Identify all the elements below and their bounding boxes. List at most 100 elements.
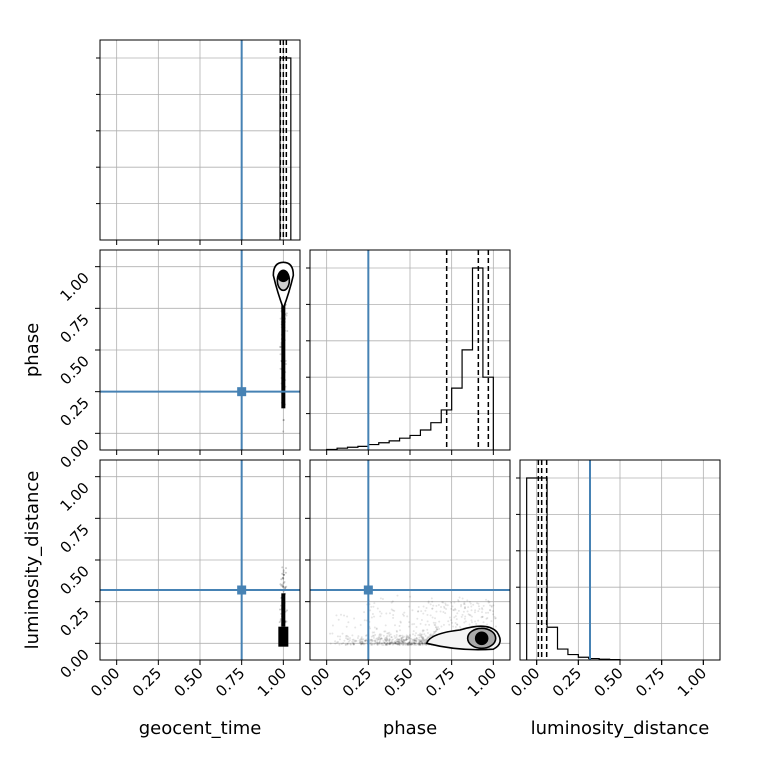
sample-point xyxy=(421,640,424,643)
sample-streak xyxy=(281,593,286,627)
sample-point xyxy=(456,623,459,626)
panel-1-1 xyxy=(306,249,511,455)
sample-point xyxy=(423,643,426,646)
sample-point xyxy=(408,641,411,644)
sample-point xyxy=(396,638,399,641)
sample-point xyxy=(360,642,363,645)
sample-point xyxy=(396,640,399,643)
sample-point xyxy=(408,605,411,608)
sample-point xyxy=(405,637,408,640)
sample-point xyxy=(347,621,350,624)
sample-point xyxy=(422,637,425,640)
sample-point xyxy=(413,638,416,641)
sample-point xyxy=(464,615,467,618)
sample-point xyxy=(399,638,402,641)
sample-point xyxy=(488,604,491,607)
sample-point xyxy=(384,639,387,642)
sample-point xyxy=(372,639,375,642)
sample-point xyxy=(415,637,418,640)
sample-point xyxy=(413,638,416,641)
sample-point xyxy=(378,643,381,646)
sample-point xyxy=(398,639,401,642)
sample-point xyxy=(396,642,399,645)
sample-point xyxy=(386,642,389,645)
sample-point xyxy=(400,643,403,646)
sample-point xyxy=(386,642,389,645)
sample-point xyxy=(420,642,423,645)
sample-point xyxy=(434,631,437,634)
sample-point xyxy=(419,634,422,637)
sample-point xyxy=(349,643,352,646)
sample-point xyxy=(378,636,381,639)
sample-point xyxy=(385,636,388,639)
sample-point xyxy=(282,586,285,589)
sample-point xyxy=(422,636,425,639)
sample-point xyxy=(370,605,373,608)
sample-point xyxy=(397,640,400,643)
sample-point xyxy=(400,639,403,642)
sample-point xyxy=(388,641,391,644)
sample-point xyxy=(280,578,283,581)
sample-point xyxy=(279,345,282,348)
sample-point xyxy=(426,631,429,634)
sample-point xyxy=(395,642,398,645)
sample-point xyxy=(454,608,457,611)
sample-point xyxy=(283,573,286,576)
sample-point xyxy=(460,615,463,618)
sample-point xyxy=(406,643,409,646)
sample-point xyxy=(426,628,429,631)
sample-point xyxy=(412,641,415,644)
sample-point xyxy=(394,636,397,639)
sample-point xyxy=(337,618,340,621)
sample-point xyxy=(421,642,424,645)
sample-point xyxy=(419,643,422,646)
sample-point xyxy=(384,636,387,639)
sample-point xyxy=(405,635,408,638)
sample-point xyxy=(386,639,389,642)
sample-point xyxy=(389,641,392,644)
sample-point xyxy=(388,638,391,641)
sample-point xyxy=(484,611,487,614)
sample-point xyxy=(393,642,396,645)
y-axis-label-luminosity-distance: luminosity_distance xyxy=(22,471,43,650)
sample-point xyxy=(285,620,288,623)
sample-point xyxy=(424,634,427,637)
sample-point xyxy=(369,609,372,612)
sample-point xyxy=(425,606,428,609)
x-tick-label: 0.25 xyxy=(129,664,165,700)
sample-point xyxy=(357,635,360,638)
x-tick-label: 1.00 xyxy=(254,664,290,700)
sample-point xyxy=(378,641,381,644)
sample-point xyxy=(396,641,399,644)
sample-point xyxy=(381,637,384,640)
sample-point xyxy=(406,642,409,645)
sample-point xyxy=(279,619,282,622)
sample-point xyxy=(347,638,350,641)
sample-point xyxy=(481,615,484,618)
sample-point xyxy=(389,633,392,636)
panel-2-1: 0.00 0.25 0.50 0.75 1.00 xyxy=(297,459,511,700)
sample-point xyxy=(457,599,460,602)
sample-point xyxy=(472,603,475,606)
sample-point xyxy=(352,642,355,645)
sample-point xyxy=(418,639,421,642)
sample-point xyxy=(412,638,415,641)
sample-point xyxy=(412,641,415,644)
sample-point xyxy=(381,597,384,600)
sample-point xyxy=(398,635,401,638)
sample-point xyxy=(402,642,405,645)
sample-point xyxy=(437,604,440,607)
sample-point xyxy=(376,643,379,646)
sample-point xyxy=(394,641,397,644)
sample-point xyxy=(431,607,434,610)
sample-point xyxy=(390,639,393,642)
sample-point xyxy=(344,643,347,646)
sample-point xyxy=(492,604,495,607)
sample-point xyxy=(378,610,381,613)
sample-point xyxy=(395,630,398,633)
sample-point xyxy=(422,639,425,642)
sample-point xyxy=(348,637,351,640)
sample-point xyxy=(430,597,433,600)
sample-point xyxy=(393,609,396,612)
sample-point xyxy=(480,611,483,614)
